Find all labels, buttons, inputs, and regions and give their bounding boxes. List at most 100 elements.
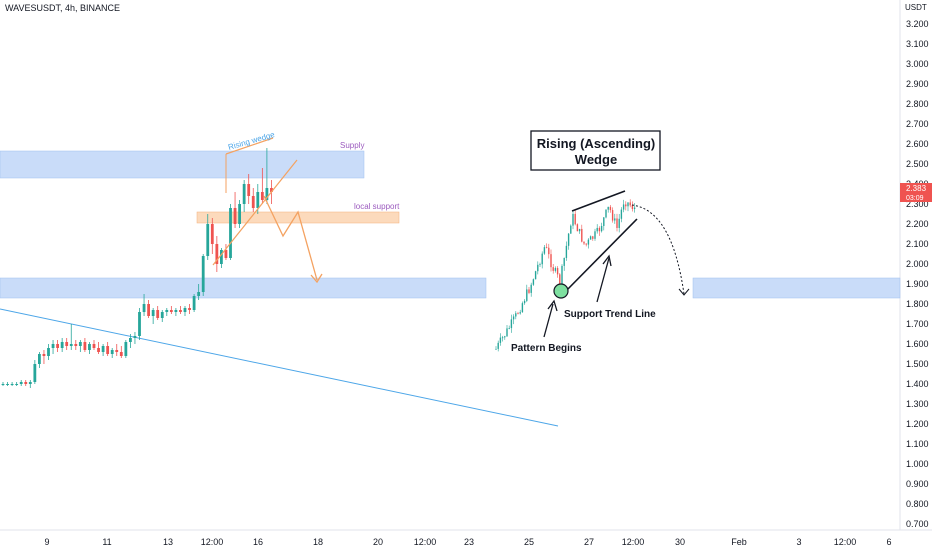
candle-body xyxy=(183,308,187,312)
y-tick-label: 2.500 xyxy=(906,159,929,169)
illustration-candle-body xyxy=(609,206,612,211)
y-tick-label: 0.700 xyxy=(906,519,929,529)
candle-body xyxy=(265,188,269,200)
supply-label: Supply xyxy=(340,141,364,150)
y-tick-label: 1.500 xyxy=(906,359,929,369)
candle-body xyxy=(65,342,69,346)
illustration-candle-body xyxy=(596,227,598,232)
y-tick-label: 1.300 xyxy=(906,399,929,409)
y-tick-label: 0.900 xyxy=(906,479,929,489)
candle-body xyxy=(206,224,210,256)
illustration-candle-body xyxy=(521,303,524,313)
illustration-candle-body xyxy=(607,206,609,210)
illustration-candle-body xyxy=(592,236,594,239)
y-tick-label: 2.900 xyxy=(906,79,929,89)
illustration-support-line xyxy=(562,218,638,295)
illustration-candle-body xyxy=(534,271,537,280)
pattern-begin-marker xyxy=(553,283,569,299)
illustration-candle-body xyxy=(515,313,517,317)
support-pointer-line xyxy=(596,257,610,303)
chart-pane[interactable] xyxy=(0,0,900,530)
y-tick-label: 2.800 xyxy=(906,99,929,109)
illustration-candle-body xyxy=(510,319,513,329)
candle-body xyxy=(169,310,173,312)
y-tick-label: 3.000 xyxy=(906,59,929,69)
x-tick-label: 25 xyxy=(524,537,534,547)
illustration-candle-body xyxy=(554,268,557,271)
supply-zone[interactable] xyxy=(0,150,365,179)
x-tick-label: 13 xyxy=(163,537,173,547)
local-support-label: local support xyxy=(354,202,400,211)
candle-body xyxy=(156,310,160,318)
candle-body xyxy=(60,342,64,348)
projected-path[interactable] xyxy=(263,195,318,281)
illustration-candle-body xyxy=(611,210,614,221)
y-tick-label: 2.000 xyxy=(906,259,929,269)
illustration-candle-body xyxy=(526,289,528,301)
pattern-begins-label: Pattern Begins xyxy=(511,343,582,354)
candle-body xyxy=(174,310,178,312)
illustration-candle-body xyxy=(541,253,543,265)
support-trend-line-label: Support Trend Line xyxy=(564,309,656,320)
candle-body xyxy=(270,188,273,192)
illustration-candle-body xyxy=(530,284,532,293)
candle-body xyxy=(6,384,9,385)
illustration-candle-body xyxy=(537,264,539,272)
candle-body xyxy=(247,184,251,196)
illustration-candle-body xyxy=(499,337,502,343)
illustration-candle-body xyxy=(620,209,623,219)
illustration-title-line2: Wedge xyxy=(575,152,617,167)
illustration-candle-body xyxy=(625,204,627,207)
candle-body xyxy=(97,348,100,352)
candle-body xyxy=(124,342,128,356)
candle-body xyxy=(129,338,132,342)
x-tick-label: 23 xyxy=(464,537,474,547)
illustration-candle-body xyxy=(563,257,565,266)
illustration-candle-body xyxy=(570,225,572,234)
y-tick-label: 0.800 xyxy=(906,499,929,509)
x-tick-label: 6 xyxy=(886,537,891,547)
illustration-candle-body xyxy=(605,209,607,218)
projected-path-arrowhead xyxy=(310,273,323,284)
illustration-candle-body xyxy=(629,202,631,206)
candle-body xyxy=(1,384,5,385)
x-tick-label: 12:00 xyxy=(622,537,645,547)
descending-trend-line[interactable] xyxy=(0,308,559,427)
y-axis-unit: USDT xyxy=(905,3,927,12)
illustration-candle-body xyxy=(600,225,603,232)
support-pointer-arrowhead xyxy=(602,254,612,267)
illustration-candle-body xyxy=(548,247,550,255)
candle-body xyxy=(160,312,164,318)
illustration-candle-body xyxy=(585,243,587,245)
candle-body xyxy=(220,250,223,264)
candle-body xyxy=(165,310,169,312)
candle-body xyxy=(92,344,96,348)
y-tick-label: 2.300 xyxy=(906,199,929,209)
illustration-candle-body xyxy=(594,231,596,239)
wedge-upper-line[interactable] xyxy=(225,137,274,155)
candle-body xyxy=(47,348,50,356)
bar-countdown: 03:09 xyxy=(906,195,924,202)
illustration-candle-body xyxy=(550,254,552,268)
candle-body xyxy=(188,308,191,310)
candle-body xyxy=(110,350,114,354)
x-tick-label: 16 xyxy=(253,537,263,547)
y-tick-label: 1.200 xyxy=(906,419,929,429)
last-price-value: 2.383 xyxy=(906,184,927,193)
illustration-candle-body xyxy=(545,247,548,248)
candle-body xyxy=(201,256,205,292)
y-tick-label: 1.000 xyxy=(906,459,929,469)
candle-body xyxy=(197,292,201,296)
wedge-lower-line[interactable] xyxy=(212,159,298,266)
illustration-candle-body xyxy=(589,236,592,240)
illustration-candle-body xyxy=(618,218,620,228)
illustration-candle-body xyxy=(552,267,554,271)
candle-body xyxy=(38,354,41,364)
demand-zone[interactable] xyxy=(0,277,487,299)
illustration-title-line1: Rising (Ascending) xyxy=(537,136,655,151)
symbol-title[interactable]: WAVESUSDT, 4h, BINANCE xyxy=(5,3,121,13)
illustration-candle-body xyxy=(501,337,504,339)
illustration-candle-body xyxy=(495,348,497,350)
demand-zone-right[interactable] xyxy=(692,277,901,299)
